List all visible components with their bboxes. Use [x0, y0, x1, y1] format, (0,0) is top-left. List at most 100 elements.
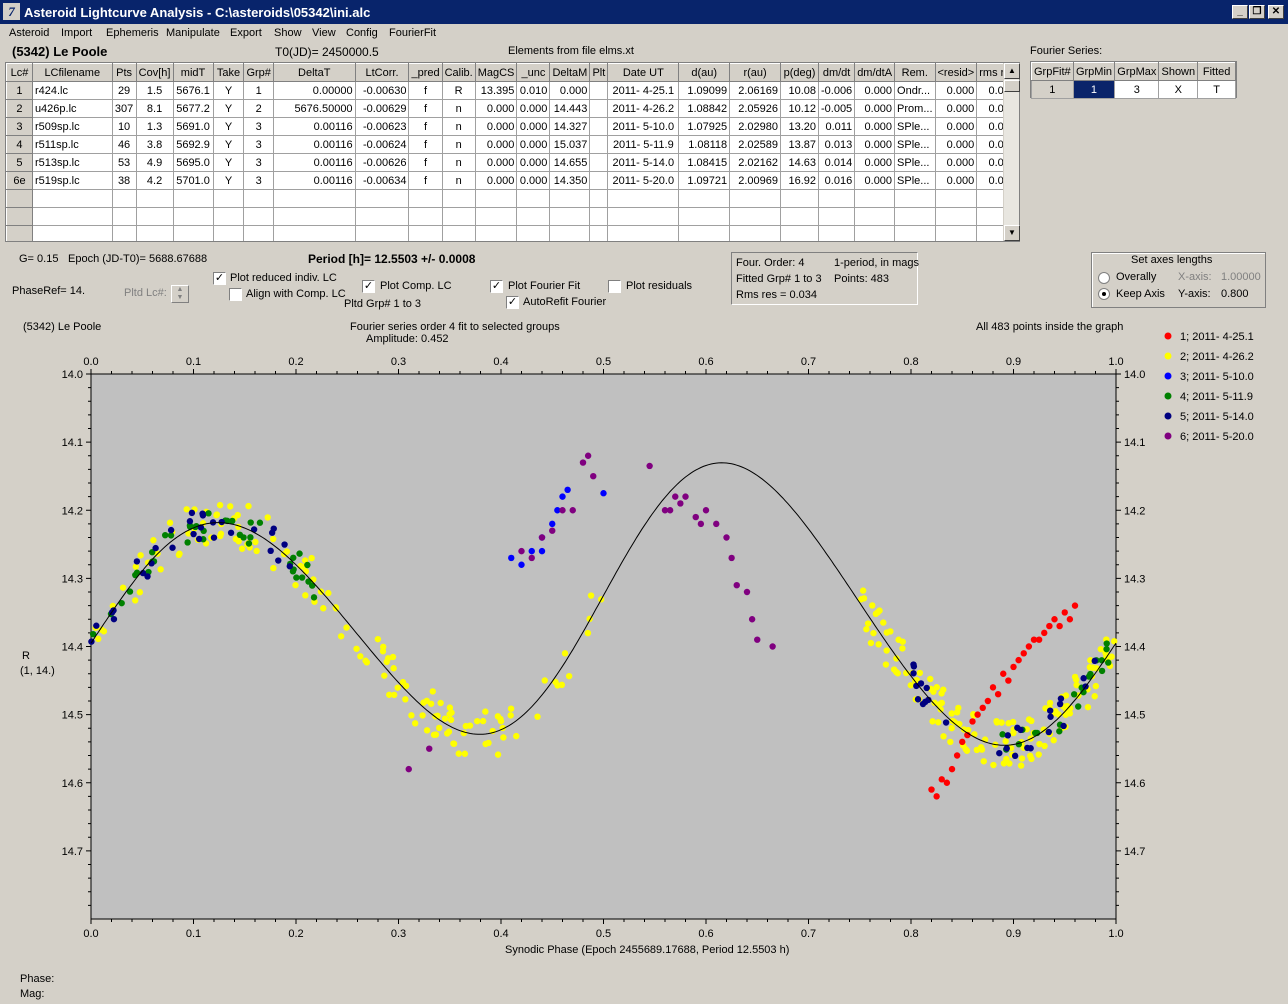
menu-show[interactable]: Show	[274, 27, 302, 39]
pltd-lc-spinner[interactable]: ▲ ▼	[171, 285, 189, 303]
cell-grpfit[interactable]: 1	[1031, 80, 1074, 99]
table-cell[interactable]: 10	[111, 117, 137, 136]
table-cell[interactable]: 0.000	[854, 99, 896, 118]
table-cell[interactable]	[354, 225, 410, 241]
table-cell[interactable]: 0.00116	[272, 171, 356, 190]
minimize-button[interactable]: _	[1232, 5, 1248, 19]
table-cell[interactable]: 0.000	[549, 81, 591, 100]
table-cell[interactable]	[854, 225, 896, 241]
table-cell[interactable]	[817, 207, 856, 226]
table-cell[interactable]	[474, 207, 518, 226]
table-cell[interactable]: 0.000	[474, 153, 518, 172]
table-cell[interactable]: 1.08842	[678, 99, 731, 118]
table-cell[interactable]: r424.lc	[31, 81, 113, 100]
table-cell[interactable]: 0.000	[934, 153, 978, 172]
table-cell[interactable]: -0.00634	[354, 171, 410, 190]
table-cell[interactable]: 3.8	[135, 135, 174, 154]
col-header-5[interactable]: Take	[212, 63, 245, 82]
table-cell[interactable]	[817, 189, 856, 208]
table-cell[interactable]	[607, 189, 680, 208]
table-cell[interactable]: R	[441, 81, 476, 100]
table-cell[interactable]	[516, 207, 551, 226]
menu-config[interactable]: Config	[346, 27, 378, 39]
table-cell[interactable]: 2011- 4-26.2	[607, 99, 680, 118]
table-cell[interactable]: 1.5	[135, 81, 174, 100]
table-cell[interactable]	[678, 189, 731, 208]
table-cell[interactable]	[589, 207, 609, 226]
menu-view[interactable]: View	[312, 27, 336, 39]
table-cell[interactable]	[354, 207, 410, 226]
cell-grpmin[interactable]: 1	[1072, 80, 1116, 99]
lightcurve-plot[interactable]: (5342) Le Poole Fourier series order 4 f…	[19, 312, 1269, 970]
table-cell[interactable]: 0.000	[474, 99, 518, 118]
table-cell[interactable]	[441, 225, 476, 241]
table-cell[interactable]: 0.000	[516, 117, 551, 136]
table-cell[interactable]: 53	[111, 153, 137, 172]
table-cell[interactable]	[135, 189, 174, 208]
table-cell[interactable]: 14.327	[549, 117, 591, 136]
table-cell[interactable]: 15.037	[549, 135, 591, 154]
col-header-18[interactable]: p(deg)	[780, 63, 819, 82]
table-cell[interactable]	[441, 207, 476, 226]
table-row[interactable]: 2 u426p.lc 307 8.1 5677.2 Y 2 5676.50000 -0.0062…	[6, 99, 1019, 118]
table-cell[interactable]: SPle...	[894, 171, 936, 190]
table-cell[interactable]: 29	[111, 81, 137, 100]
table-cell[interactable]	[589, 117, 609, 136]
table-cell[interactable]: 3	[243, 117, 274, 136]
table-cell[interactable]	[272, 225, 356, 241]
table-cell[interactable]: Y	[212, 135, 245, 154]
table-cell[interactable]: 0.000	[854, 135, 896, 154]
table-cell[interactable]: 5676.50000	[272, 99, 356, 118]
table-cell[interactable]: Y	[212, 171, 245, 190]
col-header-19[interactable]: dm/dt	[817, 63, 856, 82]
row-header[interactable]: 5	[6, 153, 33, 172]
table-cell[interactable]: 0.000	[854, 153, 896, 172]
table-cell[interactable]: 2011- 5-10.0	[607, 117, 680, 136]
table-cell[interactable]	[243, 207, 274, 226]
table-cell[interactable]: 1	[243, 81, 274, 100]
table-cell[interactable]	[589, 171, 609, 190]
table-cell[interactable]: 0.011	[817, 117, 856, 136]
table-cell[interactable]	[780, 225, 819, 241]
table-row[interactable]: 6e r519sp.lc 38 4.2 5701.0 Y 3 0.00116 -0.00634 f…	[6, 171, 1019, 190]
col-header-10[interactable]: Calib.	[441, 63, 476, 82]
table-cell[interactable]: 0.00116	[272, 153, 356, 172]
menu-ephemeris[interactable]: Ephemeris	[106, 27, 159, 39]
col-header-3[interactable]: Cov[h]	[135, 63, 174, 82]
table-cell[interactable]: f	[408, 135, 443, 154]
col-header-20[interactable]: dm/dtA	[854, 63, 896, 82]
table-cell[interactable]	[172, 225, 214, 241]
row-header[interactable]: 3	[6, 117, 33, 136]
table-cell[interactable]	[549, 225, 591, 241]
row-header[interactable]	[6, 225, 33, 241]
row-header[interactable]	[6, 207, 33, 226]
table-cell[interactable]: r519sp.lc	[31, 171, 113, 190]
table-cell[interactable]: n	[441, 171, 476, 190]
table-cell[interactable]: Y	[212, 153, 245, 172]
table-cell[interactable]: 0.00116	[272, 135, 356, 154]
table-cell[interactable]: 1.09099	[678, 81, 731, 100]
xaxis-value[interactable]: 1.00000	[1221, 271, 1261, 283]
table-cell[interactable]: 0.000	[934, 99, 978, 118]
table-cell[interactable]: f	[408, 171, 443, 190]
table-cell[interactable]	[111, 207, 137, 226]
row-header[interactable]: 6e	[6, 171, 33, 190]
table-cell[interactable]: u426p.lc	[31, 99, 113, 118]
table-cell[interactable]: 5692.9	[172, 135, 214, 154]
col-header-13[interactable]: DeltaM	[549, 63, 591, 82]
table-cell[interactable]	[894, 189, 936, 208]
table-cell[interactable]: f	[408, 117, 443, 136]
table-cell[interactable]: 14.63	[780, 153, 819, 172]
table-cell[interactable]: 5691.0	[172, 117, 214, 136]
table-cell[interactable]: 0.013	[817, 135, 856, 154]
table-row[interactable]	[6, 189, 1019, 208]
table-cell[interactable]: 5676.1	[172, 81, 214, 100]
table-cell[interactable]	[729, 189, 782, 208]
table-cell[interactable]: r509sp.lc	[31, 117, 113, 136]
table-cell[interactable]: 0.000	[854, 171, 896, 190]
table-cell[interactable]	[729, 207, 782, 226]
col-header-0[interactable]: Lc#	[6, 63, 33, 82]
table-row[interactable]	[6, 207, 1019, 226]
table-cell[interactable]: 0.000	[854, 117, 896, 136]
table-cell[interactable]	[243, 225, 274, 241]
